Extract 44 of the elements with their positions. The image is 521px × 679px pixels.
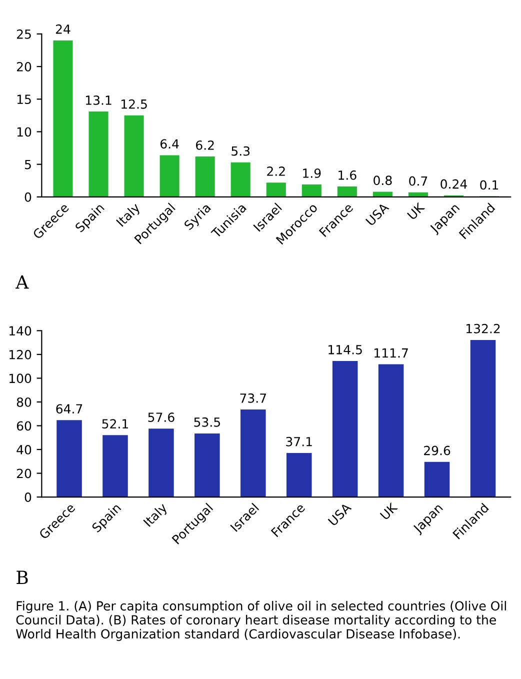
data-label: 12.5 (121, 99, 147, 109)
data-label: 5.3 (232, 146, 250, 156)
data-label: 52.1 (102, 419, 128, 429)
y-tick-label: 20 (16, 62, 32, 72)
data-label: 1.9 (303, 168, 321, 178)
y-tick-label: 5 (24, 160, 31, 170)
data-label: 73.7 (240, 393, 266, 403)
y-tick-label: 0 (24, 192, 32, 202)
data-label: 0.8 (374, 176, 392, 186)
data-label: 37.1 (286, 436, 312, 446)
x-tick-label: UK (380, 502, 398, 520)
y-tick-label: 0 (24, 492, 32, 502)
x-tick-label: UK (406, 202, 426, 220)
y-tick-label: 25 (16, 29, 31, 39)
y-tick-label: 60 (16, 421, 32, 431)
data-label: 114.5 (328, 345, 362, 354)
y-tick-label: 80 (16, 397, 32, 407)
data-label: 6.2 (196, 140, 214, 150)
caption: Figure 1. (A) Per capita consumption of olive oil in selected countries (Olive Oil Council Data). (B) Rates of coronary heart disease mortality according to the World Health Organization standard (Cardiovascular Disease Infobase). (16, 600, 506, 642)
y-tick-label: 40 (16, 444, 32, 454)
data-label: 13.1 (86, 95, 112, 105)
y-tick-label: 120 (9, 350, 32, 360)
data-label: 24 (56, 24, 70, 34)
x-tick-label: USA (328, 502, 352, 526)
data-label: 2.2 (267, 166, 285, 176)
data-label: 1.6 (338, 170, 356, 180)
data-label: 0.7 (409, 176, 428, 186)
data-label: 6.4 (160, 139, 179, 149)
data-label: 111.7 (374, 348, 408, 358)
text: A (16, 275, 29, 289)
y-tick-label: 140 (9, 326, 32, 336)
data-label: 132.2 (466, 324, 500, 334)
y-tick-label: 100 (9, 374, 32, 384)
y-tick-label: 20 (16, 468, 32, 478)
data-label: 53.5 (194, 417, 220, 427)
data-label: 57.6 (148, 412, 174, 422)
x-tick-label: USA (365, 202, 390, 226)
y-tick-label: 15 (17, 94, 31, 104)
data-label: 64.7 (56, 404, 82, 414)
data-label: 0.1 (480, 180, 498, 190)
text: B (16, 570, 28, 584)
y-tick-label: 10 (17, 127, 32, 137)
data-label: 0.24 (440, 179, 467, 189)
data-label: 29.6 (424, 446, 450, 456)
